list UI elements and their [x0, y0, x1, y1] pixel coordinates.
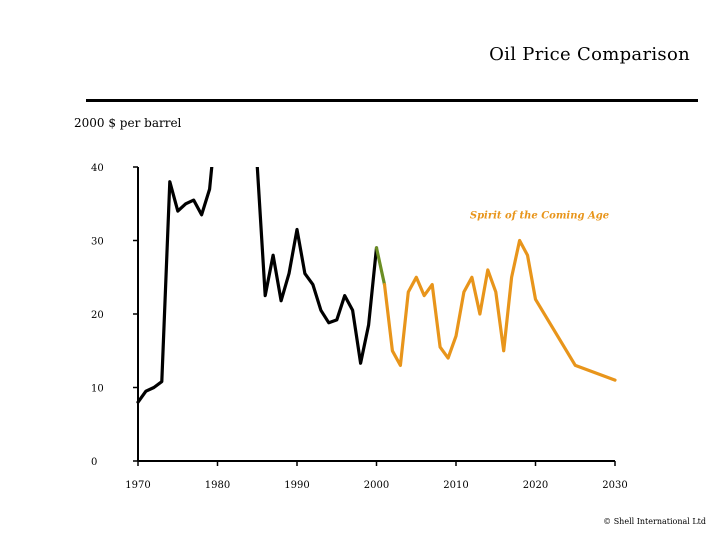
copyright-notice: © Shell International Ltd — [603, 517, 706, 526]
y-axis-label: 2000 $ per barrel — [74, 116, 182, 130]
y-tick-label: 40 — [91, 163, 104, 174]
y-tick-label: 20 — [91, 310, 104, 321]
y-tick-label: 0 — [91, 457, 97, 468]
x-tick-label: 1970 — [125, 480, 150, 491]
annotation-label: Spirit of the Coming Age — [470, 210, 609, 221]
series-group — [136, 167, 617, 404]
series-line-transition — [374, 246, 387, 287]
x-tick-label: 1990 — [284, 480, 309, 491]
y-tick-label: 10 — [91, 384, 104, 395]
annotations-group: Spirit of the Coming Age — [470, 210, 609, 221]
title-divider — [86, 99, 698, 102]
chart-title: Oil Price Comparison — [489, 44, 690, 65]
y-tick-label: 30 — [91, 237, 104, 248]
series-line-spirit-of-the-coming-age — [382, 238, 617, 382]
x-tick-label: 2020 — [523, 480, 548, 491]
x-tick-label: 2010 — [443, 480, 468, 491]
series-line-historical — [136, 167, 379, 404]
x-tick-label: 1980 — [205, 480, 230, 491]
x-tick-label: 2000 — [364, 480, 389, 491]
x-tick-label: 2030 — [602, 480, 627, 491]
